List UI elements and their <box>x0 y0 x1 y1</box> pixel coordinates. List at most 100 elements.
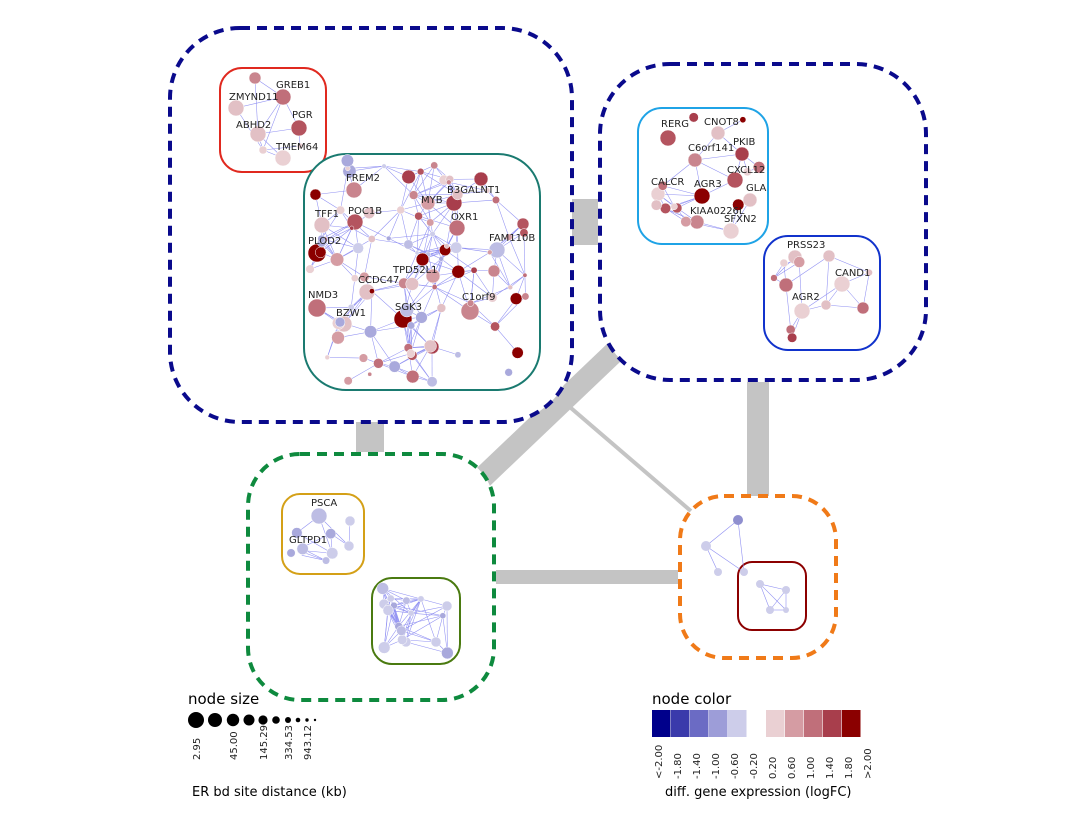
gene-node <box>324 354 330 361</box>
gene-edge <box>430 307 442 347</box>
gene-edge <box>235 107 264 151</box>
gene-node <box>399 303 414 318</box>
super-cluster-green <box>246 452 496 702</box>
gene-node <box>386 594 395 603</box>
legend-color-caption: diff. gene expression (logFC) <box>665 785 851 800</box>
gene-node <box>450 241 463 254</box>
gene-label-abhd2: ABHD2 <box>236 120 271 131</box>
gene-edge <box>383 610 389 648</box>
gene-label-prss23: PRSS23 <box>787 240 825 251</box>
gene-node <box>431 284 438 290</box>
gene-node <box>351 274 359 283</box>
gene-label-sfxn2: SFXN2 <box>724 214 757 225</box>
gene-node <box>340 154 354 168</box>
gene-node <box>451 264 466 279</box>
gene-nodes <box>227 71 873 660</box>
gene-label-ccdc47: CCDC47 <box>358 275 399 286</box>
gene-node <box>787 332 798 343</box>
gene-edge <box>442 615 448 654</box>
orange-module-network <box>701 515 790 614</box>
gene-node <box>415 311 428 324</box>
gene-label-agr3: AGR3 <box>694 179 722 190</box>
gene-node <box>417 168 425 176</box>
gene-node <box>438 256 444 262</box>
gene-label-tff1: TFF1 <box>314 209 339 220</box>
legend-color-swatch <box>842 710 861 737</box>
gene-edge <box>408 216 419 245</box>
module-connectors <box>317 161 795 597</box>
gene-node <box>505 233 513 241</box>
gene-node <box>426 218 435 227</box>
gene-node <box>373 358 384 369</box>
gene-node <box>770 274 778 282</box>
gene-node <box>407 321 416 330</box>
gene-node <box>822 249 836 263</box>
legend-color-tick: -1.80 <box>673 753 684 779</box>
gene-node <box>470 266 478 274</box>
legend-node-color: node color <-2.00 -1.80 -1.40 -1.00 -0.60 -0.… <box>652 690 874 800</box>
gene-node <box>343 540 355 552</box>
gene-edge <box>403 283 422 318</box>
legend-color-swatches <box>652 710 861 737</box>
gene-node <box>305 264 315 274</box>
gene-node <box>358 283 376 301</box>
gene-node <box>331 330 345 345</box>
gene-node <box>783 607 789 613</box>
legend-size-tick: 145.29 <box>259 725 270 760</box>
legend-color-swatch <box>728 710 747 737</box>
gene-node <box>407 609 415 617</box>
gene-edge <box>510 275 526 288</box>
legend-color-ticks: <-2.00 -1.80 -1.40 -1.00 -0.60 -0.20 0.20 0.60 1… <box>654 745 874 779</box>
gene-edge <box>495 199 510 238</box>
gene-node <box>441 646 454 660</box>
gene-node <box>420 195 436 211</box>
gene-edge <box>405 598 422 643</box>
gene-node <box>317 234 326 243</box>
gene-edge <box>470 270 475 304</box>
gene-edge <box>371 238 409 245</box>
gene-node <box>388 360 401 373</box>
gene-node <box>740 568 748 576</box>
gene-edge <box>411 605 448 614</box>
gene-label-pkib: PKIB <box>733 137 756 148</box>
gene-node <box>732 198 745 211</box>
gene-node <box>467 299 475 307</box>
gene-label-c1orf9: C1orf9 <box>462 292 495 303</box>
gene-node <box>227 99 245 117</box>
gene-node <box>439 612 447 620</box>
legend-color-swatch <box>823 710 842 737</box>
gene-node <box>414 250 420 256</box>
gene-edge <box>413 194 458 196</box>
gene-node <box>484 187 491 194</box>
legend-size-tick: 334.53 <box>284 725 295 760</box>
gene-node <box>364 325 378 339</box>
cluster-blue <box>763 235 881 351</box>
gene-label-fam110b: FAM110B <box>489 233 535 244</box>
gene-edge <box>420 598 437 643</box>
gene-node <box>335 205 345 215</box>
connector-topleft-orange <box>534 376 694 514</box>
gene-node <box>403 239 414 250</box>
gene-node <box>396 205 405 215</box>
gene-label-frem2: FREM2 <box>346 173 380 184</box>
gene-node <box>522 272 528 278</box>
gene-node <box>274 149 292 167</box>
gene-node <box>367 371 373 377</box>
gene-node <box>343 376 353 386</box>
gene-node <box>376 582 389 595</box>
legend-color-swatch <box>690 710 709 737</box>
gene-edge <box>785 284 791 330</box>
gene-node <box>509 292 523 305</box>
gene-label-poc1b: POC1B <box>348 206 382 217</box>
gene-node <box>521 292 530 301</box>
legend-size-tick: 2.95 <box>192 738 203 760</box>
gene-node <box>733 515 743 525</box>
gene-node <box>401 169 416 185</box>
gene-node <box>701 541 711 551</box>
gene-node <box>516 217 530 231</box>
gene-node <box>865 268 873 277</box>
gene-edge <box>398 615 443 627</box>
gene-edge <box>348 363 379 382</box>
gene-node <box>785 324 796 335</box>
